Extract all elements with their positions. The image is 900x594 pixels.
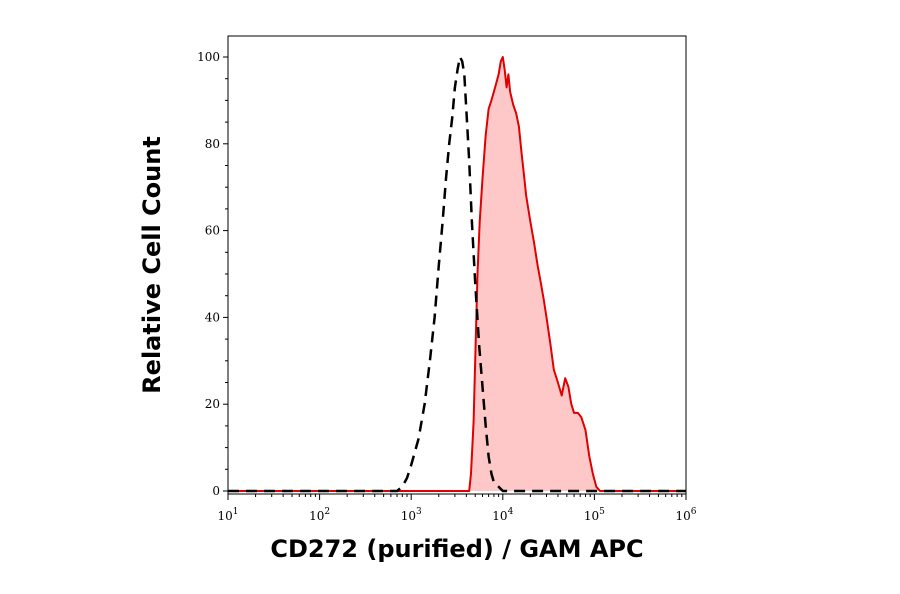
y-tick-label-3: 60 xyxy=(205,224,220,238)
y-tick-label-0: 0 xyxy=(212,484,220,498)
x-tick-label-5: 106 xyxy=(675,507,696,523)
x-tick-label-3: 104 xyxy=(492,507,513,523)
x-axis: 101 102 103 104 105 106 xyxy=(217,494,697,523)
y-tick-label-2: 40 xyxy=(205,310,220,324)
x-tick-label-4: 105 xyxy=(584,507,605,523)
x-tick-label-1: 102 xyxy=(309,507,330,523)
series-layer xyxy=(228,55,686,493)
y-axis: 0 20 40 60 80 100 xyxy=(197,50,228,498)
plot-frame xyxy=(227,35,687,495)
y-tick-label-5: 100 xyxy=(197,50,220,64)
series-1-line xyxy=(228,56,686,492)
x-tick-label-0: 101 xyxy=(217,507,238,523)
y-tick-label-4: 80 xyxy=(205,137,220,151)
x-tick-label-2: 103 xyxy=(401,507,422,523)
y-axis-title: Relative Cell Count xyxy=(138,136,166,394)
x-axis-title: CD272 (purified) / GAM APC xyxy=(270,535,643,563)
plot-area xyxy=(227,35,687,495)
y-tick-label-1: 20 xyxy=(205,397,220,411)
series-0-line xyxy=(228,55,686,493)
series-1-fill xyxy=(228,57,686,491)
